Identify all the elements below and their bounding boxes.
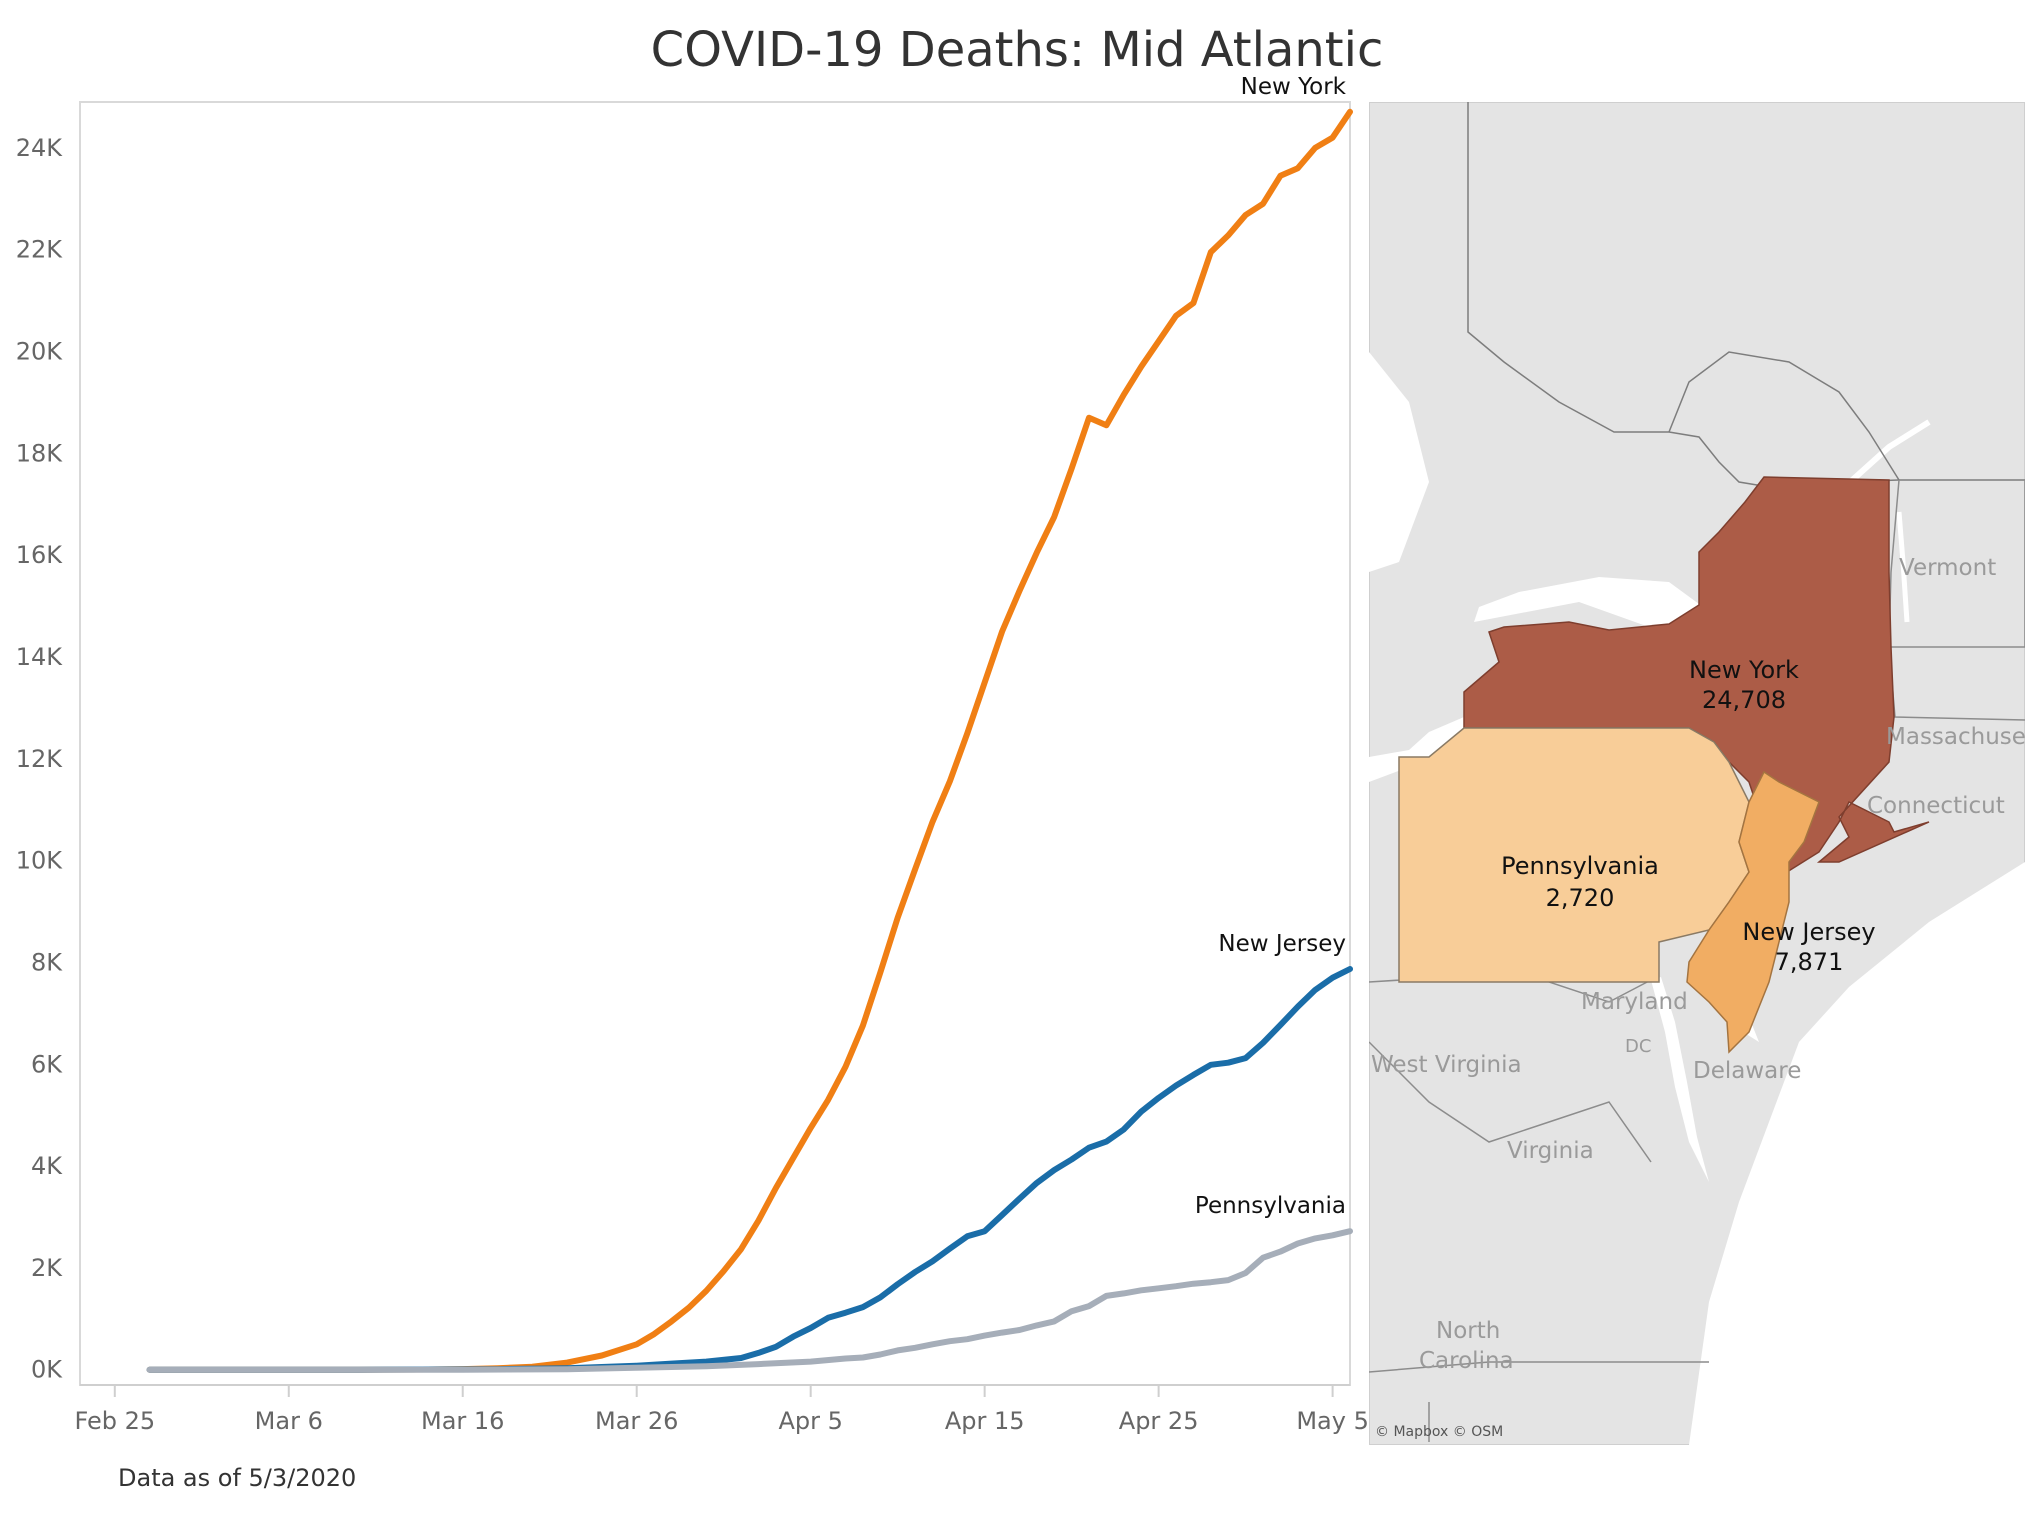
y-tick-label: 14K [16,643,64,671]
x-tick-label: Apr 25 [1119,1407,1199,1435]
map-label-massachusetts: Massachusetts [1886,724,2025,750]
y-tick-label: 24K [16,134,64,162]
lake-huron-edge [1369,352,1429,572]
y-tick-label: 2K [31,1254,63,1282]
series-line-new-york[interactable] [146,108,1353,1373]
series-line-pennsylvania[interactable] [146,1228,1353,1373]
y-tick-label: 0K [31,1356,63,1384]
x-tick-label: Feb 25 [74,1407,155,1435]
map-label-new-york-name: New York [1689,656,1799,684]
y-tick-label: 10K [16,847,64,875]
map-label-maryland: Maryland [1581,989,1688,1015]
x-tick-label: Apr 15 [945,1407,1025,1435]
map-label-virginia: Virginia [1507,1138,1594,1164]
map-label-pennsylvania-value: 2,720 [1546,884,1615,912]
map-label-north-carolina-line2: Carolina [1419,1348,1514,1374]
y-tick-label: 4K [31,1152,63,1180]
x-axis: Feb 25 Mar 6 Mar 16 Mar 26 Apr 5 Apr 15 Apr 25… [74,1385,1369,1435]
lake-champlain [1896,511,1910,623]
map-label-west-virginia: West Virginia [1371,1052,1522,1078]
y-tick-label: 16K [16,541,64,569]
series-lines [146,108,1353,1373]
series-label-new-york: New York [1241,74,1347,100]
x-tick-label: Mar 16 [421,1407,504,1435]
x-tick-label: Mar 26 [595,1407,678,1435]
series-labels: New York New Jersey Pennsylvania [1195,74,1347,1219]
map-label-connecticut: Connecticut [1867,793,2005,819]
map-label-new-york-value: 24,708 [1702,686,1786,714]
y-tick-label: 6K [31,1050,63,1078]
map-label-pennsylvania-name: Pennsylvania [1501,852,1659,880]
y-tick-label: 18K [16,439,64,467]
x-tick-label: Apr 5 [778,1407,842,1435]
plot-area [79,101,1351,1386]
atlantic-coast [1689,862,2025,1445]
series-line-new-jersey[interactable] [146,966,1353,1373]
lake-ontario [1474,577,1699,627]
map-label-delaware: Delaware [1693,1058,1801,1084]
footnote: Data as of 5/3/2020 [118,1464,357,1492]
map-credit: © Mapbox © OSM [1375,1424,1503,1440]
y-tick-label: 22K [16,236,64,264]
province-border [1668,351,1900,481]
series-label-new-jersey: New Jersey [1218,931,1346,957]
map-state-new-jersey[interactable] [1686,770,1820,1054]
chart-title: COVID-19 Deaths: Mid Atlantic [650,22,1384,78]
y-axis: 0K 2K 4K 6K 8K 10K 12K 14K 16K 18K 20K 22K 24K [16,134,64,1384]
x-tick-label: Mar 6 [255,1407,323,1435]
y-tick-label: 12K [16,745,64,773]
map-label-dc: DC [1625,1036,1651,1057]
series-label-pennsylvania: Pennsylvania [1195,1193,1346,1219]
map-label-new-jersey-name: New Jersey [1742,918,1875,946]
chesapeake-bay [1651,977,1709,1182]
map-label-vermont: Vermont [1899,555,1996,581]
y-tick-label: 8K [31,948,63,976]
state-map[interactable]: Vermont Massachusetts Connecticut Maryla… [1369,102,2025,1445]
y-tick-label: 20K [16,337,64,365]
x-tick-label: May 5 [1296,1407,1369,1435]
map-label-north-carolina: North Carolina [1419,1318,1514,1374]
map-label-new-jersey-value: 7,871 [1775,948,1844,976]
lake-erie [1369,717,1474,782]
